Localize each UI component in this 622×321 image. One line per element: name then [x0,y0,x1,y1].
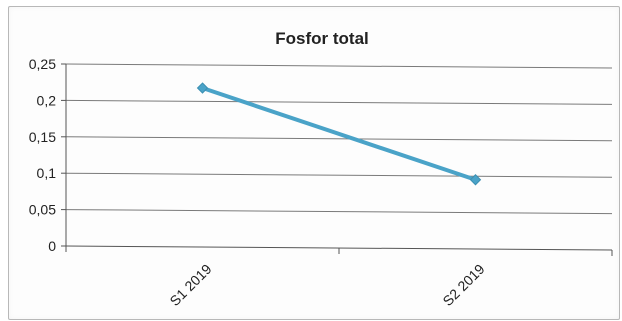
y-tick-label: 0 [48,238,56,254]
gridlines [65,63,613,215]
y-tick-label: 0,15 [29,129,56,145]
y-tick-label: 0,1 [37,165,57,181]
x-tick-label: S1 2019 [166,261,214,309]
y-tick-label: 0,05 [29,202,56,218]
series-layer [196,82,482,186]
data-point-marker [469,174,482,186]
x-tick-label: S2 2019 [439,261,487,309]
gridline [65,136,613,142]
chart-frame [8,6,620,320]
gridline [65,63,613,69]
y-tick-label: 0,25 [29,56,56,72]
x-tick-labels: S1 2019 S2 2019 [166,261,487,309]
data-point-marker [196,82,209,94]
gridline [65,99,613,105]
y-tick-label: 0,2 [37,92,57,108]
series-line [200,86,478,182]
gridline [65,209,613,215]
y-tick-labels: 0 0,05 0,1 0,15 0,2 0,25 [29,56,56,254]
chart-title: Fosfor total [275,29,369,48]
axes [61,63,613,256]
gridline [65,172,613,178]
